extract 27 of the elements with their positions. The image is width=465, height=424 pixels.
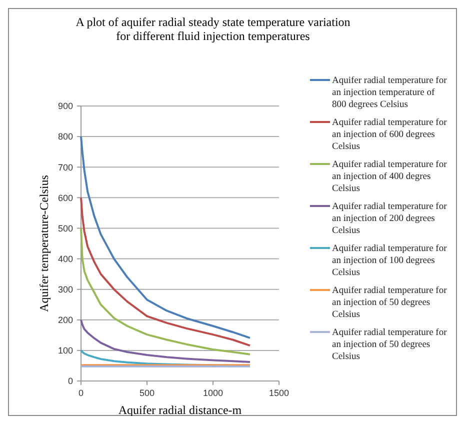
y-tick-label: 800 xyxy=(58,132,73,142)
x-tick-label: 1500 xyxy=(268,388,290,398)
legend-label: Aquifer radial temperature for an injection of 100 degrees Celsius xyxy=(332,244,448,278)
x-tick-label: 500 xyxy=(139,388,155,398)
line-series xyxy=(80,227,251,356)
x-tick-label: 0 xyxy=(78,388,84,398)
x-tick-label: 1000 xyxy=(202,388,224,398)
y-tick-label: 300 xyxy=(58,284,73,294)
line-series xyxy=(80,196,251,347)
legend-label: Aquifer radial temperature for an injection of 400 degres Celsius xyxy=(332,160,448,194)
chart-title: A plot of aquifer radial steady state temperature variation for different fluid injection temperatures xyxy=(76,15,350,43)
legend-label: Aquifer radial temperature for an injection of 200 degrees Celsius xyxy=(332,202,448,236)
y-tick-label: 200 xyxy=(58,315,73,326)
y-tick-label: 0 xyxy=(68,376,73,386)
y-tick-label: 400 xyxy=(58,254,73,264)
y-tick-label: 500 xyxy=(58,223,73,234)
line-series xyxy=(80,136,251,339)
y-axis-title: Aquifer temperature-Celsius xyxy=(37,174,51,312)
legend-label: Aquifer radial temperature for an injection temperature of 800 degrees Celsius xyxy=(332,76,448,110)
y-tick-label: 600 xyxy=(58,192,73,203)
y-tick-label: 100 xyxy=(58,346,73,356)
y-tick-label: 900 xyxy=(58,101,73,112)
line-series xyxy=(80,318,251,364)
legend-label: Aquifer radial temperature for an injection of 600 degrees Celsius xyxy=(332,118,448,152)
y-tick-label: 700 xyxy=(58,162,73,172)
legend-label: Aquifer radial temperature for an injection of 50 degrees Celsius xyxy=(332,328,448,362)
legend-label: Aquifer radial temperature for an injection of 50 degrees Celsius xyxy=(332,286,448,320)
